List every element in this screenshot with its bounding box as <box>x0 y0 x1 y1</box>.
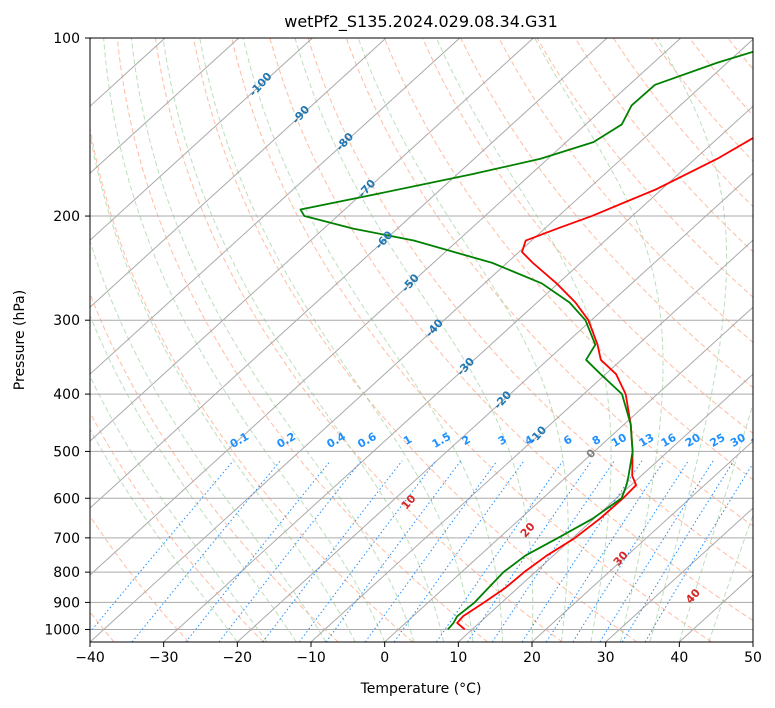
isotherm-20 <box>531 440 753 642</box>
mixing-ratio-line-30 <box>621 460 735 642</box>
isotherm-0 <box>384 306 753 642</box>
x-tick-label: −30 <box>149 650 179 666</box>
dry-adiabat--30 <box>90 515 190 642</box>
y-tick-label: 500 <box>53 444 80 460</box>
axis-ticks: −40 −30 −20 −10 0 10 20 30 40 50 1000 900 800 700 600 5… <box>44 31 762 666</box>
y-axis-label: Pressure (hPa) <box>12 290 28 390</box>
moist-adiabat--16 <box>90 375 268 642</box>
background-lines <box>90 38 753 642</box>
mixing-ratio-label: 36 <box>749 431 769 450</box>
moist-adiabat-32 <box>534 38 664 642</box>
mixing-ratio-line-0.1 <box>90 460 234 633</box>
mixing-ratio-lines <box>90 460 753 642</box>
temperature-profile <box>456 137 753 631</box>
moist-adiabat-36 <box>649 38 728 642</box>
moist-adiabat-16 <box>242 38 504 642</box>
moist-adiabat-4 <box>130 38 415 642</box>
y-tick-label: 600 <box>53 491 80 507</box>
moist-adiabat-8 <box>162 38 445 642</box>
dry-adiabat-30 <box>193 38 638 642</box>
isotherm--110 <box>90 38 240 174</box>
dry-adiabat-110 <box>498 38 753 343</box>
moist-adiabat--12 <box>90 314 297 642</box>
moist-adiabat-24 <box>357 38 569 642</box>
mixing-ratio-line-1.5 <box>298 460 437 642</box>
isotherm-30 <box>605 507 753 642</box>
x-tick-label: 0 <box>380 650 389 666</box>
y-tick-label: 900 <box>53 595 80 611</box>
mixing-ratio-line-36 <box>644 462 753 642</box>
moist-adiabat-44 <box>708 513 753 642</box>
x-tick-label: −10 <box>296 650 326 666</box>
x-tick-label: 30 <box>597 650 615 666</box>
profile-series <box>299 50 753 631</box>
mixing-ratio-line-2 <box>325 460 462 642</box>
moist-adiabat-20 <box>294 38 534 642</box>
dewpoint-profile <box>299 50 753 631</box>
moist-adiabat-40 <box>678 402 753 642</box>
x-tick-label: 40 <box>670 650 688 666</box>
isotherm--40 <box>90 38 753 642</box>
dry-adiabat-60 <box>307 38 753 574</box>
moist-adiabat-12 <box>199 38 474 642</box>
y-tick-label: 400 <box>53 387 80 403</box>
x-tick-label: −20 <box>223 650 253 666</box>
x-tick-label: 10 <box>449 650 467 666</box>
x-tick-label: 20 <box>523 650 541 666</box>
grid <box>90 38 753 642</box>
mixing-ratio-line-4 <box>393 460 525 642</box>
mixing-ratio-line-8 <box>467 460 592 642</box>
mixing-ratio-line-3 <box>364 460 498 642</box>
mixing-ratio-line-0.2 <box>131 460 281 642</box>
dry-adiabat-130 <box>574 38 753 253</box>
isotherm--100 <box>90 38 313 241</box>
y-tick-label: 700 <box>53 531 80 547</box>
chart-title: wetPf2_S135.2024.029.08.34.G31 <box>284 12 558 32</box>
dry-adiabat-150 <box>651 38 753 162</box>
plot-frame <box>89 37 754 643</box>
isotherm--50 <box>90 38 682 576</box>
y-tick-label: 200 <box>53 209 80 225</box>
x-axis-label: Temperature (°C) <box>360 681 482 697</box>
y-tick-label: 800 <box>53 565 80 581</box>
mixing-ratio-line-6 <box>436 460 564 642</box>
dry-adiabat-50 <box>269 38 753 622</box>
dry-adiabat-0 <box>90 126 414 642</box>
isotherm--30 <box>163 105 753 642</box>
mixing-ratio-line-13 <box>521 460 643 642</box>
dry-adiabat-10 <box>116 38 488 642</box>
isotherm--10 <box>310 239 753 642</box>
isotherm--60 <box>90 38 608 509</box>
dry-adiabat-100 <box>460 38 753 389</box>
moist-adiabat--20 <box>90 428 238 642</box>
moist-adiabat-28 <box>435 38 612 642</box>
x-tick-label: −40 <box>75 650 105 666</box>
isotherm--70 <box>90 38 534 442</box>
dry-adiabat-120 <box>536 38 753 298</box>
moist-adiabat--8 <box>90 239 327 642</box>
y-tick-label: 100 <box>53 31 80 47</box>
isotherm--90 <box>90 38 387 308</box>
moist-adiabat--4 <box>90 131 356 642</box>
y-tick-label: 1000 <box>44 622 80 638</box>
mixing-ratio-line-0.4 <box>185 460 331 642</box>
isotherm--20 <box>236 172 753 642</box>
dry-adiabat-40 <box>231 38 712 642</box>
dry-adiabat--10 <box>90 292 339 642</box>
x-tick-label: 50 <box>744 650 762 666</box>
isotherm--80 <box>90 38 461 375</box>
y-tick-label: 300 <box>53 313 80 329</box>
